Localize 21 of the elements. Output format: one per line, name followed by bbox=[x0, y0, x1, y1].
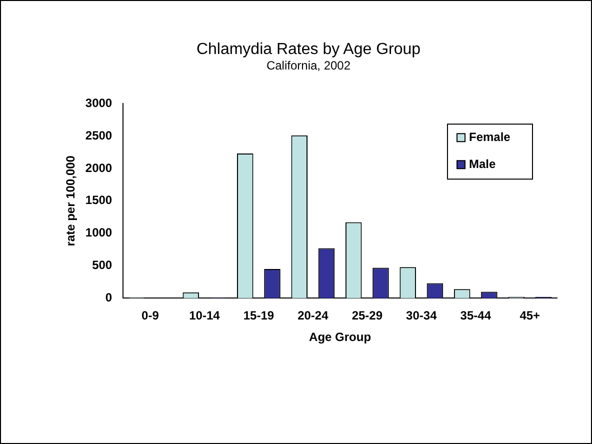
y-tick-label: 0 bbox=[105, 290, 112, 305]
y-axis-title: rate per 100,000 bbox=[64, 155, 78, 246]
legend-label: Female bbox=[469, 130, 511, 144]
x-tick-label: 25-29 bbox=[352, 308, 383, 323]
y-tick-label: 2500 bbox=[85, 128, 112, 142]
x-tick-label: 45+ bbox=[520, 308, 540, 323]
chart-subtitle: California, 2002 bbox=[266, 58, 351, 73]
legend-label: Male bbox=[469, 156, 496, 171]
y-tick-label: 2000 bbox=[85, 160, 112, 175]
y-tick-label: 1000 bbox=[85, 226, 112, 240]
chart-title: Chlamydia Rates by Age Group bbox=[196, 41, 421, 58]
x-tick-label: 10-14 bbox=[189, 308, 220, 323]
y-tick-label: 3000 bbox=[85, 96, 112, 110]
x-tick-label: 30-34 bbox=[406, 308, 438, 323]
x-axis-title: Age Group bbox=[309, 330, 372, 344]
x-tick-label: 20-24 bbox=[298, 308, 329, 323]
x-tick-label: 35-44 bbox=[460, 308, 492, 323]
x-tick-label: 15-19 bbox=[243, 308, 274, 323]
y-tick-label: 1500 bbox=[85, 193, 112, 208]
x-tick-label: 0-9 bbox=[142, 308, 160, 323]
y-tick-label: 500 bbox=[92, 258, 112, 272]
